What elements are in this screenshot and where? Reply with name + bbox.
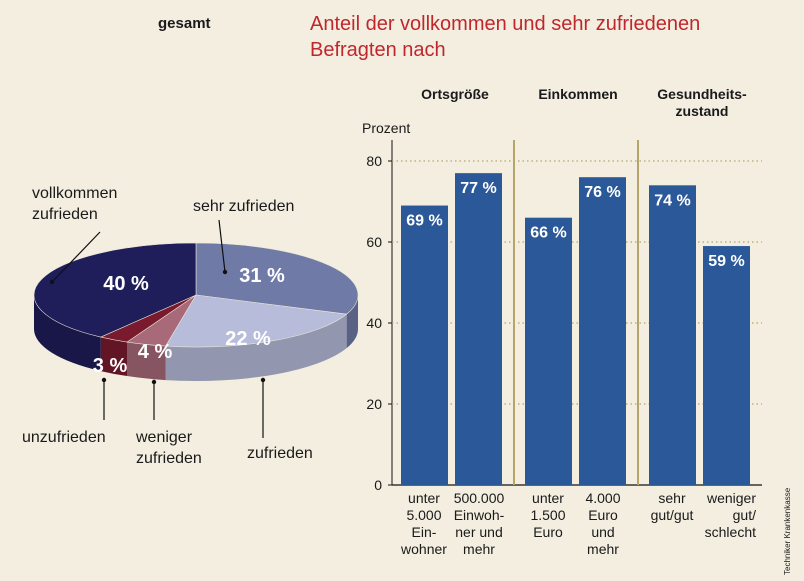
pie-slice-value: 22 % [225, 328, 271, 350]
pie-leader-dot [151, 379, 157, 385]
x-category-line: und [591, 524, 615, 540]
x-category-line: ner und [455, 524, 503, 540]
x-category-line: Einwoh- [453, 507, 505, 523]
pie-label-weniger-zufrieden: weniger zufrieden [136, 429, 202, 467]
pie-leader-line [218, 219, 226, 273]
pie-title: gesamt [158, 15, 211, 32]
bar-chart-title: Anteil der vollkommen und sehr zufrieden… [310, 13, 701, 61]
pie-slice-side [127, 342, 166, 381]
x-category-label: 4.000 Euro und mehr [568, 490, 638, 558]
x-category-line: mehr [587, 541, 619, 557]
x-category-label: weniger gut/ schlecht [692, 490, 756, 541]
pie-value-labels: 31 % 22 % 4 % 3 % 40 % [93, 265, 285, 377]
pie-label-zufrieden: zufrieden [247, 445, 313, 462]
group-title-einkommen: Einkommen [513, 86, 643, 103]
bar [401, 205, 448, 486]
x-category-line: gut/ [732, 507, 756, 523]
pie-label-vollkommen-zufrieden: vollkommen zufrieden [32, 185, 118, 223]
x-category-line: gut/gut [650, 507, 694, 523]
x-category-line: unter [408, 490, 440, 506]
pie-leader-lines [49, 219, 266, 438]
source-credit: Techniker Krankenkasse [783, 487, 792, 575]
pie-leader-dot [260, 377, 266, 383]
x-category-line: Euro [588, 507, 618, 523]
bar [579, 177, 626, 485]
x-category-label: sehr gut/gut [637, 490, 707, 524]
x-category-line: weniger [706, 490, 756, 506]
pie-slice [195, 242, 359, 315]
bar [703, 246, 750, 485]
y-tick-label: 20 [366, 396, 382, 412]
bar [525, 217, 572, 485]
group-title-line: zustand [675, 103, 729, 119]
bar-value-label: 74 % [654, 192, 690, 209]
x-category-line: unter [532, 490, 564, 506]
y-tick-label: 0 [374, 477, 382, 493]
group-title-gesundheitszustand: Gesundheits- zustand [637, 86, 767, 120]
x-category-line: 1.500 [530, 507, 566, 523]
x-category-label: unter 5.000 Ein- wohner [389, 490, 459, 558]
bar-value-label: 69 % [406, 213, 442, 230]
pie-slice-value: 31 % [239, 265, 285, 287]
bar-value-label: 59 % [708, 253, 744, 270]
y-tick-label: 60 [366, 234, 382, 250]
pie-leader-dot [222, 269, 228, 275]
bar-value-label: 76 % [584, 184, 620, 201]
x-category-line: wohner [401, 541, 447, 557]
bar-grid [388, 140, 762, 486]
x-category-line: 5.000 [406, 507, 442, 523]
bar [455, 173, 502, 485]
pie-slice-value: 40 % [103, 273, 149, 295]
group-title-line: Einkommen [538, 86, 618, 102]
pie-leader-line [51, 231, 101, 283]
group-title-line: Ortsgröße [421, 86, 489, 102]
pie-chart [33, 242, 359, 382]
x-category-line: 4.000 [585, 490, 621, 506]
bar-series: 69 % 77 % 66 % 76 % 74 % 59 % [401, 173, 750, 486]
bar [649, 185, 696, 486]
x-category-line: mehr [463, 541, 495, 557]
y-tick-label: 40 [366, 315, 382, 331]
group-title-line: Gesundheits- [657, 86, 747, 102]
y-tick-label: 80 [366, 153, 382, 169]
pie-slice [33, 242, 197, 338]
pie-slice-side [165, 314, 347, 382]
pie-slice-side [34, 295, 101, 372]
pie-label-unzufrieden: unzufrieden [22, 429, 106, 446]
x-category-line: Ein- [411, 524, 437, 540]
pie-slice-value: 3 % [93, 355, 128, 377]
pie-slice-side [346, 295, 358, 349]
pie-slice-value: 4 % [138, 341, 173, 363]
x-category-label: unter 1.500 Euro [513, 490, 583, 541]
x-category-line: 500.000 [453, 490, 505, 506]
group-separators [513, 140, 639, 485]
pie-slice [165, 294, 348, 348]
x-category-line: Euro [533, 524, 563, 540]
pie-leader-dot [101, 377, 107, 383]
pie-slice-side [100, 337, 128, 377]
pie-label-sehr-zufrieden: sehr zufrieden [193, 198, 295, 215]
y-axis-label: Prozent [362, 120, 411, 136]
x-category-label: 500.000 Einwoh- ner und mehr [444, 490, 514, 558]
pie-leader-dot [49, 279, 55, 285]
group-title-ortsgroesse: Ortsgröße [390, 86, 520, 103]
x-category-line: sehr [658, 490, 686, 506]
x-category-line: schlecht [704, 524, 756, 540]
bar-value-label: 66 % [530, 225, 566, 242]
bar-value-label: 77 % [460, 180, 496, 197]
